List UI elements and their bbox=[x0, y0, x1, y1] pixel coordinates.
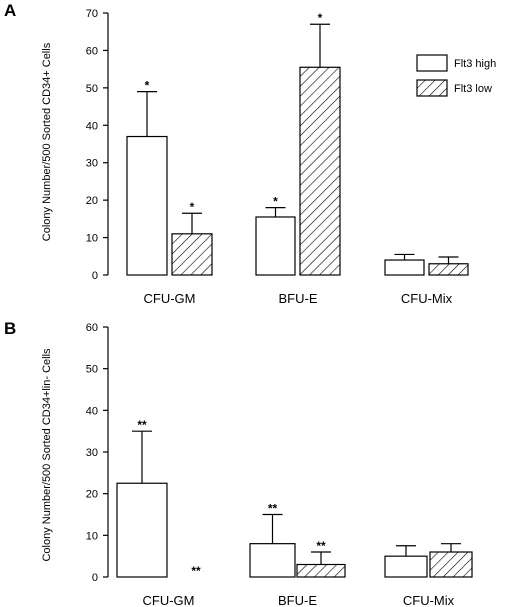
y-tick-label: 70 bbox=[86, 8, 98, 20]
legend-label-flt3-high: Flt3 high bbox=[454, 58, 496, 70]
legend: Flt3 high Flt3 low bbox=[416, 54, 496, 97]
y-axis-label-b: Colony Number/500 Sorted CD34+lin- Cells bbox=[41, 348, 53, 562]
significance-marker: ** bbox=[137, 418, 147, 432]
category-label-bfu-e: BFU-E bbox=[278, 593, 317, 607]
y-tick-label: 40 bbox=[86, 405, 98, 417]
significance-marker: * bbox=[145, 79, 150, 93]
y-axis-label-a: Colony Number/500 Sorted CD34+ Cells bbox=[41, 42, 53, 241]
bar-flt3-high-cfu-gm bbox=[116, 482, 168, 578]
y-tick-label: 50 bbox=[86, 364, 98, 376]
bar-flt3-high-cfu-mix bbox=[384, 259, 425, 276]
y-tick-label: 50 bbox=[86, 83, 98, 95]
y-tick-label: 60 bbox=[86, 45, 98, 57]
legend-swatch-flt3-high bbox=[416, 54, 448, 72]
y-tick-label: 30 bbox=[86, 158, 98, 170]
legend-label-flt3-low: Flt3 low bbox=[454, 83, 492, 95]
y-tick-label: 20 bbox=[86, 195, 98, 207]
y-tick-label: 10 bbox=[86, 530, 98, 542]
bar-flt3-high-bfu-e bbox=[255, 216, 296, 276]
y-tick-label: 30 bbox=[86, 447, 98, 459]
y-tick-label: 10 bbox=[86, 233, 98, 245]
bar-flt3-low-cfu-mix bbox=[428, 263, 469, 276]
bar-flt3-low-cfu-gm bbox=[171, 233, 213, 276]
y-tick-label: 40 bbox=[86, 120, 98, 132]
significance-marker: * bbox=[273, 195, 278, 209]
significance-marker: ** bbox=[268, 502, 278, 516]
plot-panel-a: 0 10 20 30 40 50 60 70 * * CFU-GM * * BFU-E CFU-Mix bbox=[86, 8, 469, 306]
significance-marker: ** bbox=[191, 564, 201, 578]
significance-marker: * bbox=[190, 200, 195, 214]
y-tick-label: 20 bbox=[86, 489, 98, 501]
panel-label-b: B bbox=[4, 319, 16, 338]
category-label-bfu-e: BFU-E bbox=[279, 291, 318, 306]
category-label-cfu-mix: CFU-Mix bbox=[403, 593, 455, 607]
y-tick-label: 60 bbox=[86, 322, 98, 334]
bar-flt3-high-cfu-gm bbox=[126, 135, 168, 276]
y-tick-label: 0 bbox=[92, 270, 98, 282]
category-label-cfu-gm: CFU-GM bbox=[144, 291, 196, 306]
y-tick-label: 0 bbox=[92, 572, 98, 584]
category-label-cfu-gm: CFU-GM bbox=[143, 593, 195, 607]
bar-flt3-high-bfu-e bbox=[249, 543, 296, 578]
legend-swatch-flt3-low bbox=[416, 79, 448, 97]
category-label-cfu-mix: CFU-Mix bbox=[401, 291, 453, 306]
bar-flt3-low-cfu-mix bbox=[429, 551, 473, 578]
plot-panel-b: 0 10 20 30 40 50 60 ** ** CFU-GM ** ** BFU-E CFU-Mix bbox=[86, 322, 473, 607]
bar-flt3-high-cfu-mix bbox=[384, 555, 428, 578]
significance-marker: * bbox=[318, 11, 323, 25]
panel-label-a: A bbox=[4, 1, 16, 20]
bar-flt3-low-bfu-e bbox=[299, 66, 341, 276]
bar-flt3-low-bfu-e bbox=[296, 563, 346, 578]
significance-marker: ** bbox=[316, 539, 326, 553]
